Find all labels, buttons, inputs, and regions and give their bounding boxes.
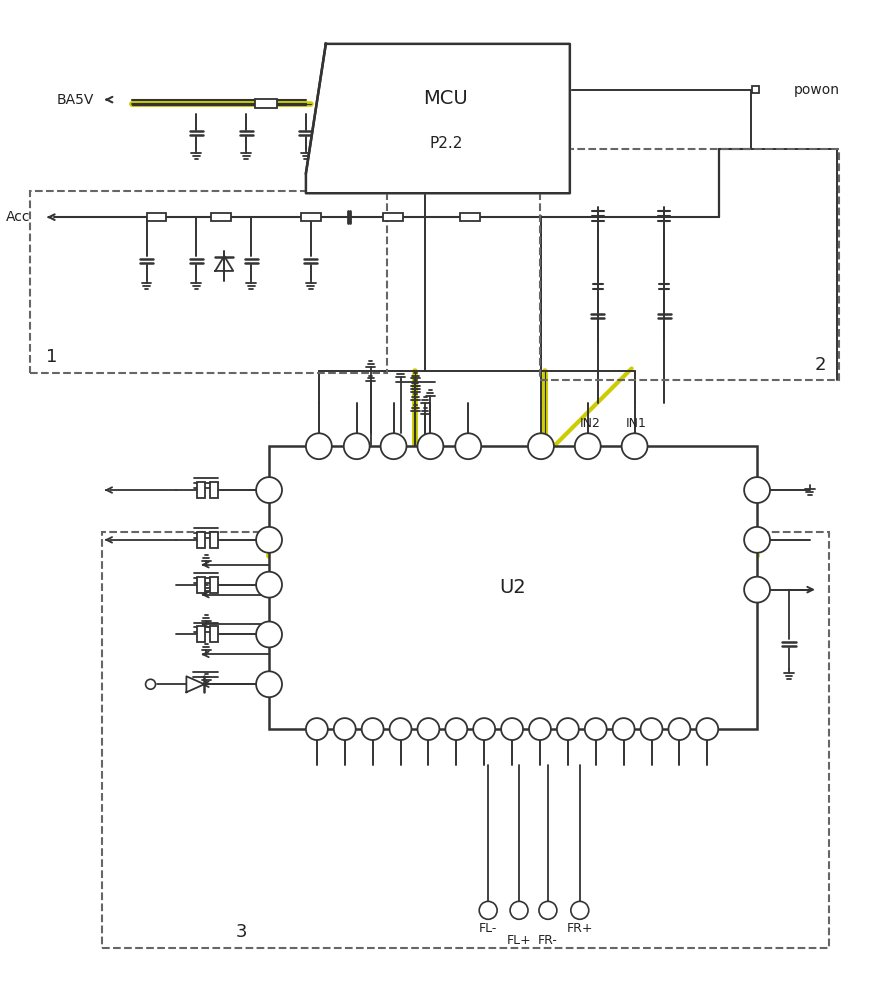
Circle shape: [622, 433, 648, 459]
Bar: [197, 532, 205, 548]
Circle shape: [744, 477, 770, 503]
Text: FL-: FL-: [479, 922, 498, 935]
Text: 2: 2: [815, 356, 827, 374]
Circle shape: [417, 718, 439, 740]
Circle shape: [381, 433, 407, 459]
Circle shape: [744, 527, 770, 553]
Bar: [460, 213, 480, 221]
Polygon shape: [306, 44, 570, 193]
Circle shape: [744, 577, 770, 603]
Bar: [210, 482, 218, 498]
Circle shape: [529, 718, 551, 740]
Text: IN2: IN2: [580, 417, 601, 430]
Circle shape: [613, 718, 635, 740]
Circle shape: [361, 718, 383, 740]
Text: P2.2: P2.2: [430, 136, 463, 151]
Bar: [102, 532, 828, 948]
Bar: [197, 626, 205, 642]
Bar: [147, 213, 167, 221]
Text: FL+: FL+: [506, 934, 532, 947]
Bar: [255, 99, 277, 108]
Text: Acc: Acc: [5, 210, 30, 224]
Circle shape: [585, 718, 607, 740]
Circle shape: [528, 433, 553, 459]
Circle shape: [697, 718, 718, 740]
Circle shape: [389, 718, 411, 740]
Text: BA5V: BA5V: [56, 93, 93, 107]
Circle shape: [641, 718, 663, 740]
Bar: [210, 626, 218, 642]
Circle shape: [256, 622, 282, 647]
Circle shape: [146, 679, 155, 689]
Bar: [197, 577, 205, 593]
Circle shape: [571, 901, 588, 919]
Circle shape: [256, 671, 282, 697]
Text: IN1: IN1: [626, 417, 647, 430]
Circle shape: [417, 433, 443, 459]
Bar: [752, 86, 759, 93]
Circle shape: [306, 718, 328, 740]
Circle shape: [473, 718, 495, 740]
Circle shape: [256, 527, 282, 553]
Bar: [30, 191, 387, 373]
Text: 1: 1: [46, 348, 58, 366]
Circle shape: [306, 433, 332, 459]
Circle shape: [344, 433, 369, 459]
Circle shape: [669, 718, 691, 740]
Circle shape: [510, 901, 528, 919]
Circle shape: [501, 718, 523, 740]
Circle shape: [456, 433, 481, 459]
Bar: [540, 149, 839, 380]
Circle shape: [539, 901, 557, 919]
Bar: [269, 446, 757, 729]
Circle shape: [333, 718, 355, 740]
Circle shape: [256, 572, 282, 598]
Circle shape: [557, 718, 579, 740]
Bar: [301, 213, 321, 221]
Circle shape: [256, 477, 282, 503]
Bar: [210, 577, 218, 593]
Circle shape: [479, 901, 497, 919]
Text: MCU: MCU: [423, 89, 468, 108]
Circle shape: [445, 718, 467, 740]
Bar: [210, 532, 218, 548]
Text: U2: U2: [499, 578, 526, 597]
Text: powon: powon: [794, 83, 840, 97]
Text: 3: 3: [236, 923, 247, 941]
Bar: [211, 213, 231, 221]
Text: FR-: FR-: [538, 934, 558, 947]
Bar: [197, 482, 205, 498]
Circle shape: [574, 433, 601, 459]
Bar: [382, 213, 402, 221]
Text: FR+: FR+: [567, 922, 593, 935]
